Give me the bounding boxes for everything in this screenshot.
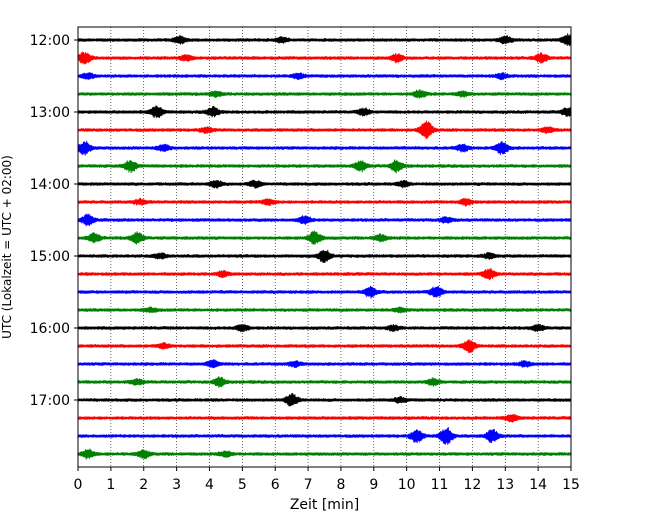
vertical-gridlines	[110, 27, 539, 467]
trace-1615	[77, 338, 572, 354]
x-tick-label: 9	[369, 477, 378, 493]
x-tick-label: 1	[106, 477, 115, 493]
x-tick-label: 10	[398, 477, 416, 493]
trace-1700	[77, 392, 572, 407]
x-tick-label: 13	[496, 477, 514, 493]
y-tick-label: 17:00	[30, 393, 70, 409]
trace-1645	[77, 376, 572, 388]
trace-1230	[77, 71, 572, 81]
trace-1530	[77, 285, 572, 299]
plot-frame	[77, 26, 572, 468]
x-tick-label: 11	[431, 477, 449, 493]
trace-1300	[77, 105, 572, 119]
x-tick-label: 15	[562, 477, 580, 493]
trace-1330	[77, 140, 572, 156]
x-tick-label: 8	[336, 477, 345, 493]
trace-1415	[77, 197, 572, 207]
trace-1315	[77, 120, 572, 140]
y-tick-label: 15:00	[30, 249, 70, 265]
x-tick-label: 6	[271, 477, 280, 493]
x-axis-label: Zeit [min]	[290, 497, 359, 513]
y-tick-label: 14:00	[30, 177, 70, 193]
trace-1345	[77, 159, 572, 174]
y-axis-ticks: 12:00 13:00 14:00 15:00 16:00 17:00	[30, 33, 78, 409]
x-tick-label: 7	[304, 477, 313, 493]
trace-1630	[77, 359, 572, 369]
trace-1600	[77, 323, 572, 333]
trace-1545	[77, 306, 572, 314]
y-tick-label: 12:00	[30, 33, 70, 49]
seismic-traces	[77, 33, 572, 460]
trace-1215	[77, 51, 572, 65]
trace-1730	[77, 427, 572, 445]
plot-background	[78, 27, 571, 467]
x-tick-label: 4	[205, 477, 214, 493]
trace-1400	[77, 179, 572, 189]
x-tick-label: 5	[238, 477, 247, 493]
trace-1245	[77, 88, 572, 99]
y-tick-label: 16:00	[30, 321, 70, 337]
trace-1500	[77, 249, 572, 264]
trace-1745	[77, 448, 572, 460]
x-tick-label: 3	[172, 477, 181, 493]
x-tick-label: 0	[74, 477, 83, 493]
y-axis-label: UTC (Lokalzeit = UTC + 02:00)	[0, 155, 14, 339]
y-tick-label: 13:00	[30, 105, 70, 121]
trace-1200	[77, 33, 572, 47]
x-tick-label: 14	[529, 477, 547, 493]
trace-1715	[77, 414, 572, 423]
x-tick-label: 12	[463, 477, 481, 493]
trace-1430	[77, 213, 572, 227]
trace-1515	[77, 268, 572, 281]
x-tick-label: 2	[139, 477, 148, 493]
x-axis-ticks: 0 1 2 3 4 5 6 7 8 9 10 11 12 13 14 15	[74, 467, 580, 493]
trace-1445	[77, 230, 572, 245]
